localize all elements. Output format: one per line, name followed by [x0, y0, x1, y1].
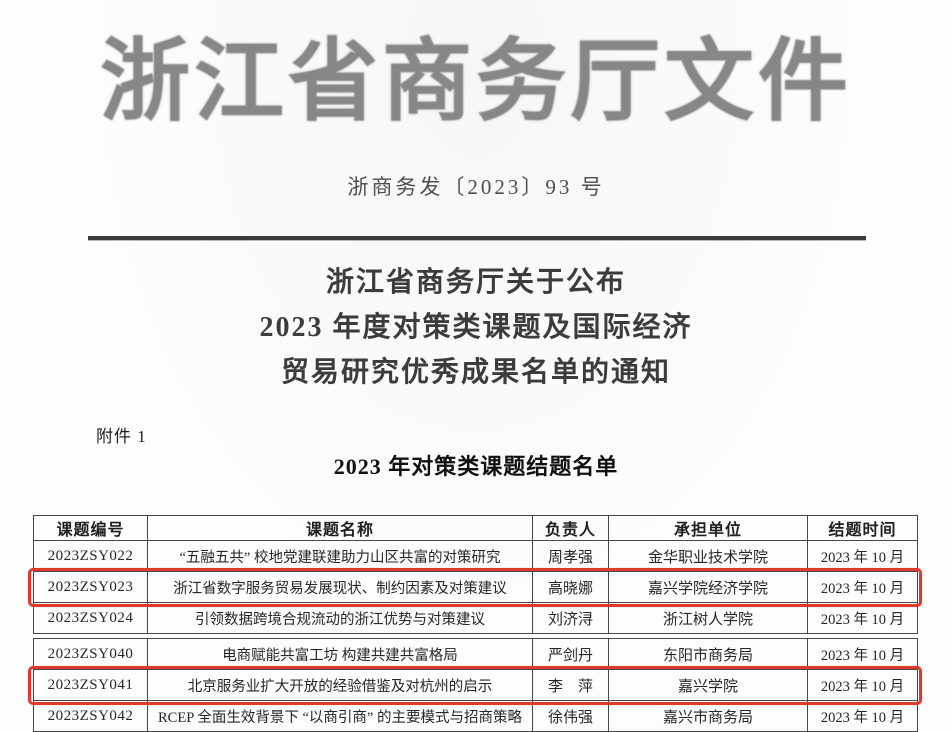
cell-id: 2023ZSY042: [33, 700, 148, 732]
list-title: 2023 年对策类课题结题名单: [333, 454, 619, 479]
table-row: 2023ZSY041 北京服务业扩大开放的经验借鉴及对杭州的启示李 萍嘉兴学院 20…: [33, 669, 918, 701]
notice-title-line-2: 2023 年度对策类课题及国际经济: [259, 312, 693, 343]
cell-leader: 李 萍: [532, 669, 609, 701]
cell-id: 2023ZSY023: [33, 571, 148, 603]
cell-unit: 浙江树人学院: [608, 602, 808, 634]
cell-leader: 徐伟强: [532, 700, 609, 732]
cell-leader: 严剑丹: [532, 638, 609, 670]
notice-title-line-1: 浙江省商务厅关于公布: [325, 267, 626, 298]
cell-leader: 高晓娜: [532, 571, 609, 603]
notice-title-line-3: 贸易研究优秀成果名单的通知: [280, 357, 671, 388]
notice-title: 浙江省商务厅关于公布 2023 年度对策类课题及国际经济 贸易研究优秀成果名单的…: [0, 260, 952, 395]
document-number: 浙商务发〔2023〕93 号: [347, 175, 605, 199]
cell-name: 浙江省数字服务贸易发展现状、制约因素及对策建议: [147, 571, 533, 603]
table-row: 2023ZSY040 电商赋能共富工坊 构建共建共富格局 严剑丹 东阳市商务局 2023…: [33, 638, 918, 670]
header-cell-0: 课题编号: [33, 515, 148, 541]
table-row: 2023ZSY042 RCEP 全面生效背景下 “以商引商” 的主要模式与招商策略…: [33, 700, 918, 732]
table-row: 2023ZSY022 “五融五共” 校地党建联建助力山区共富的对策研究 周孝强 金华职…: [33, 540, 918, 572]
header-cell-3: 承担单位: [608, 515, 808, 541]
cell-unit: 嘉兴学院: [608, 669, 808, 701]
cell-name: “五融五共” 校地党建联建助力山区共富的对策研究: [147, 540, 533, 572]
header-cell-4: 结题时间: [807, 515, 918, 541]
cell-id: 2023ZSY040: [33, 638, 148, 670]
cell-date: 2023 年 10 月: [807, 571, 918, 603]
cell-leader: 周孝强: [532, 540, 609, 572]
letterhead-title: 浙江省商务厅文件: [100, 33, 852, 132]
header-divider-rule: [88, 236, 866, 240]
cell-id: 2023ZSY024: [33, 602, 148, 634]
cell-unit: 嘉兴学院经济学院: [608, 571, 808, 603]
table-row: 2023ZSY023 浙江省数字服务贸易发展现状、制约因素及对策建议 高晓娜 嘉兴学院…: [33, 571, 918, 603]
cell-id: 2023ZSY041: [33, 669, 148, 701]
table-row: 2023ZSY024 引领数据跨境合规流动的浙江优势与对策建议 刘济浔 浙江树人学院 2…: [33, 602, 918, 634]
cell-unit: 嘉兴市商务局: [608, 700, 808, 732]
cell-date: 2023 年 10 月: [807, 540, 918, 572]
header-cell-1: 课题名称: [147, 515, 533, 541]
cell-name: 引领数据跨境合规流动的浙江优势与对策建议: [147, 602, 533, 634]
cell-date: 2023 年 10 月: [807, 700, 918, 732]
cell-date: 2023 年 10 月: [807, 602, 918, 634]
cell-name: 北京服务业扩大开放的经验借鉴及对杭州的启示: [147, 669, 533, 701]
cell-date: 2023 年 10 月: [807, 638, 918, 670]
cell-unit: 金华职业技术学院: [608, 540, 808, 572]
completion-table: 课题编号 课题名称 负责人 承担单位 结题时间 2023ZSY022 “五融五共” 校地党…: [33, 515, 918, 732]
cell-id: 2023ZSY022: [33, 540, 148, 572]
header-cell-2: 负责人: [532, 515, 609, 541]
table-header-row: 课题编号 课题名称 负责人 承担单位 结题时间: [33, 515, 918, 541]
cell-date: 2023 年 10 月: [807, 669, 918, 701]
cell-name: 电商赋能共富工坊 构建共建共富格局: [147, 638, 533, 670]
cell-unit: 东阳市商务局: [608, 638, 808, 670]
attachment-label: 附件 1: [96, 427, 147, 446]
cell-leader: 刘济浔: [532, 602, 609, 634]
table-body: 2023ZSY022 “五融五共” 校地党建联建助力山区共富的对策研究 周孝强 金华职…: [33, 540, 918, 732]
cell-name: RCEP 全面生效背景下 “以商引商” 的主要模式与招商策略: [147, 700, 533, 732]
